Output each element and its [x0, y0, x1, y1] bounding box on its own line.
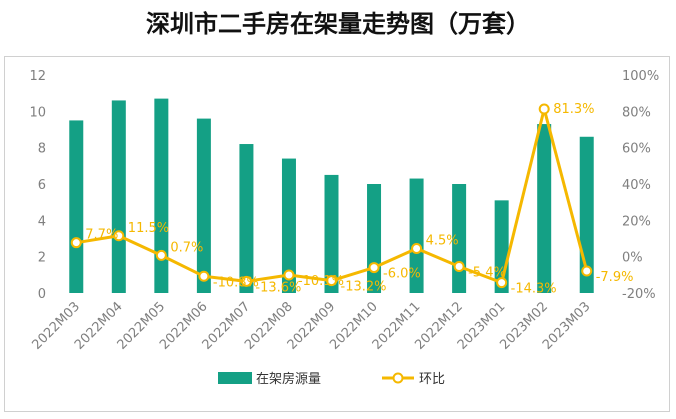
y-left-tick-label: 10: [29, 105, 46, 120]
y-left-tick-label: 6: [38, 178, 46, 193]
bar: [409, 178, 424, 293]
data-label: 4.5%: [426, 233, 459, 248]
y-left-tick-label: 8: [38, 142, 46, 157]
bar: [281, 158, 296, 293]
bar: [537, 124, 552, 293]
chart-frame: [4, 56, 670, 412]
bar: [324, 174, 339, 293]
bar: [154, 98, 169, 293]
data-label: -6.0%: [383, 267, 421, 282]
y-right-tick-label: 40%: [622, 178, 651, 193]
bar: [239, 144, 254, 293]
data-label: 7.7%: [85, 228, 118, 243]
y-right-tick-label: 0%: [622, 251, 643, 266]
data-label: -13.6%: [255, 280, 301, 295]
line-point: [283, 269, 295, 281]
line-point: [538, 103, 550, 115]
line-point: [496, 277, 508, 289]
y-left-tick-label: 12: [29, 69, 46, 84]
line-point: [240, 275, 252, 287]
bar: [196, 118, 211, 293]
line-point: [113, 230, 125, 242]
data-label: -13.2%: [341, 280, 387, 295]
line-point: [155, 249, 167, 261]
data-label: 81.3%: [553, 102, 594, 117]
data-label: -10.1%: [298, 274, 344, 289]
bar: [367, 184, 382, 293]
legend-swatch-bar: [218, 372, 252, 384]
line-point: [453, 260, 465, 272]
bar: [111, 100, 126, 293]
data-label: -14.3%: [511, 282, 557, 297]
data-label: 11.5%: [128, 221, 169, 236]
line-point: [326, 275, 337, 287]
y-left-tick-label: 0: [38, 287, 46, 302]
y-right-tick-label: 80%: [622, 105, 651, 120]
data-label: -5.4%: [468, 265, 506, 280]
line-point: [411, 242, 423, 254]
y-left-tick-label: 2: [38, 251, 46, 266]
y-left-tick-label: 4: [38, 214, 46, 229]
data-label: 0.7%: [170, 240, 203, 255]
y-right-tick-label: 100%: [622, 69, 659, 84]
line-point: [198, 270, 210, 282]
line-point: [581, 265, 593, 277]
y-right-tick-label: 20%: [622, 214, 651, 229]
y-right-tick-label: -20%: [622, 287, 656, 302]
legend-marker-line: [392, 372, 404, 384]
legend-label-line: 环比: [419, 372, 445, 387]
chart-title: 深圳市二手房在架量走势图（万套）: [146, 10, 530, 38]
bar: [69, 120, 84, 294]
legend-label-bar: 在架房源量: [256, 371, 321, 387]
data-label: -10.8%: [213, 275, 259, 290]
y-right-tick-label: 60%: [622, 142, 651, 157]
data-label: -7.9%: [596, 270, 634, 285]
line-point: [70, 237, 82, 249]
line-point: [368, 262, 380, 274]
